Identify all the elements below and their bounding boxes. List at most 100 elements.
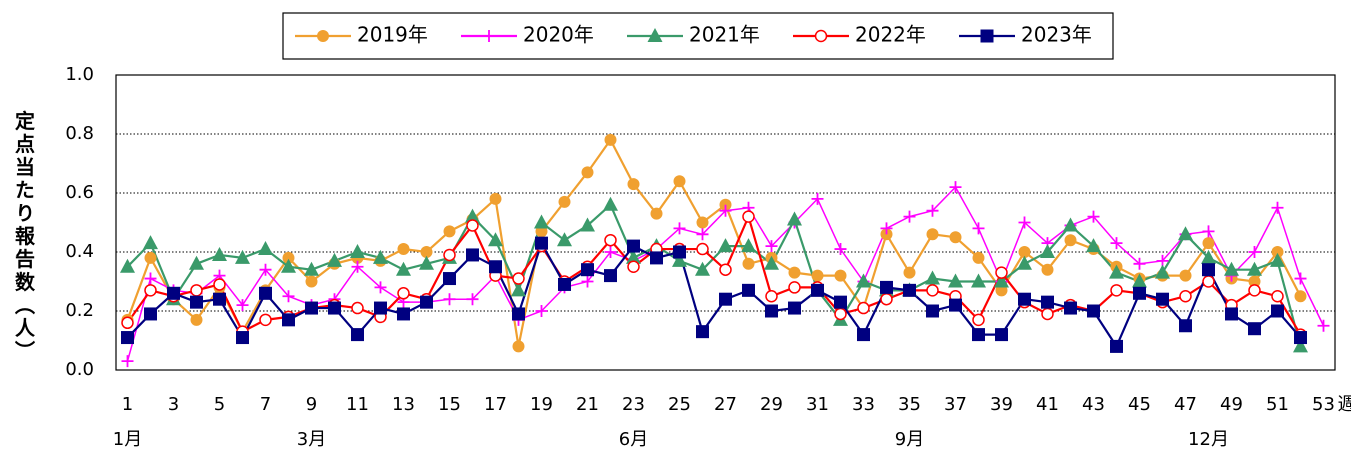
marker	[512, 272, 525, 285]
marker	[741, 238, 756, 253]
marker	[765, 304, 778, 318]
y-tick-label: 0.6	[65, 182, 94, 203]
marker	[604, 269, 617, 283]
x-tick-label: 3	[168, 394, 179, 415]
marker	[926, 228, 939, 241]
marker	[259, 313, 272, 327]
marker	[374, 301, 387, 315]
marker	[995, 328, 1008, 342]
marker	[466, 219, 479, 232]
marker	[1202, 263, 1215, 277]
marker	[351, 328, 364, 342]
marker	[512, 340, 525, 353]
marker	[1086, 238, 1101, 253]
marker	[1179, 269, 1192, 282]
x-tick-label: 49	[1220, 394, 1243, 415]
marker	[1018, 216, 1031, 229]
marker	[511, 282, 526, 297]
marker	[489, 192, 502, 205]
series-line	[126, 240, 1302, 349]
marker	[926, 284, 939, 297]
marker	[1018, 292, 1031, 306]
marker	[1110, 339, 1123, 353]
marker	[258, 241, 273, 256]
marker	[787, 211, 802, 226]
legend-marker	[647, 28, 663, 42]
marker	[374, 281, 387, 294]
x-tick-label: 13	[392, 394, 415, 415]
marker	[811, 283, 824, 297]
marker	[1040, 244, 1055, 258]
marker	[443, 272, 456, 286]
marker	[351, 260, 364, 273]
marker	[788, 281, 801, 294]
marker	[327, 252, 342, 267]
marker	[466, 293, 479, 306]
legend-label: 2020年	[523, 23, 594, 47]
marker	[281, 258, 296, 273]
marker	[534, 214, 549, 229]
marker	[488, 232, 503, 247]
month-label: 9月	[895, 429, 924, 450]
marker	[1133, 257, 1146, 270]
marker	[949, 298, 962, 312]
marker	[373, 249, 388, 264]
month-label: 12月	[1188, 429, 1229, 450]
x-tick-label: 51	[1266, 394, 1289, 415]
marker	[673, 175, 686, 188]
marker	[1064, 301, 1077, 315]
marker	[696, 242, 709, 256]
marker	[259, 263, 272, 276]
marker	[144, 307, 157, 321]
marker	[1202, 237, 1215, 250]
marker	[903, 266, 916, 279]
marker	[1110, 284, 1123, 297]
legend-marker	[814, 29, 828, 43]
marker	[420, 246, 433, 258]
x-tick-label: 7	[260, 394, 271, 415]
marker	[1202, 275, 1215, 288]
marker	[1132, 273, 1147, 288]
marker	[695, 261, 710, 276]
marker	[465, 208, 480, 223]
x-tick-label: 1	[122, 394, 133, 415]
marker	[718, 238, 733, 253]
y-tick-label: 0.2	[65, 300, 94, 321]
legend-label: 2019年	[357, 23, 428, 47]
month-label: 1月	[113, 429, 142, 450]
marker	[558, 195, 571, 208]
marker	[235, 249, 250, 264]
x-tick-label: 27	[714, 394, 737, 415]
y-tick-label: 0.4	[65, 241, 94, 262]
marker	[995, 266, 1008, 279]
x-tick-label: 31	[806, 394, 829, 415]
marker	[1179, 319, 1192, 333]
legend-label: 2021年	[689, 23, 760, 47]
x-tick-label: 11	[346, 394, 369, 415]
marker	[949, 181, 962, 194]
marker	[443, 293, 456, 306]
marker	[282, 313, 295, 327]
marker	[236, 331, 249, 345]
marker	[350, 244, 365, 258]
legend-marker	[483, 30, 495, 42]
marker	[1271, 304, 1284, 318]
legend-label: 2022年	[855, 23, 926, 47]
x-tick-label: 33	[852, 394, 875, 415]
x-tick-label: 41	[1036, 394, 1059, 415]
marker	[1225, 307, 1238, 321]
marker	[673, 245, 686, 259]
marker	[1271, 201, 1284, 214]
marker	[120, 258, 135, 273]
marker	[834, 295, 847, 309]
marker	[397, 307, 410, 321]
x-tick-label: 35	[898, 394, 921, 415]
x-tick-label: 17	[484, 394, 507, 415]
legend-label: 2023年	[1021, 23, 1092, 47]
marker	[1087, 304, 1100, 318]
marker	[604, 133, 617, 146]
marker	[1224, 261, 1239, 276]
marker	[627, 239, 640, 253]
marker	[627, 178, 640, 191]
